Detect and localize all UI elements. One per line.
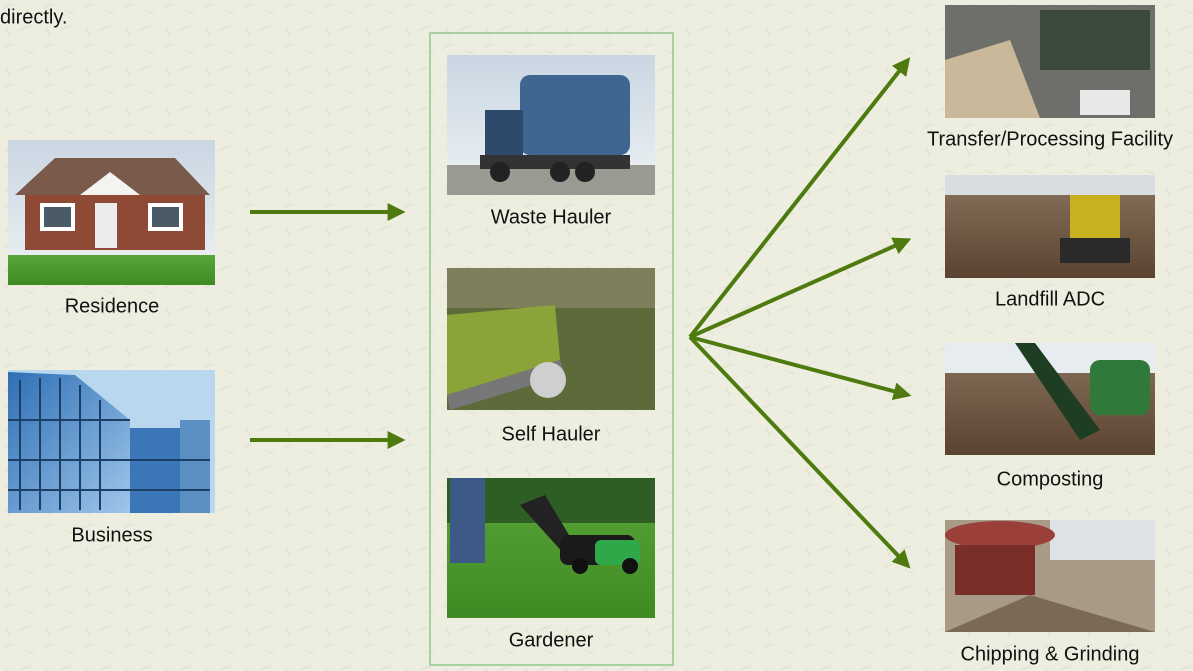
page: directly. Residence Business Waste Haule… — [0, 0, 1193, 671]
self-hauler-image — [447, 268, 655, 410]
gardener-image — [447, 478, 655, 618]
destination-label: Chipping & Grinding — [961, 643, 1140, 665]
composting-image — [945, 343, 1155, 455]
landfill-image — [945, 175, 1155, 278]
destination-label: Composting — [997, 468, 1104, 490]
chipping-image — [945, 520, 1155, 632]
transfer-facility-image — [945, 5, 1155, 118]
diagram: directly. Residence Business Waste Haule… — [0, 0, 1193, 671]
residence-image — [8, 140, 215, 285]
hauler-label: Gardener — [509, 629, 594, 651]
business-image — [8, 370, 215, 513]
source-label: Business — [71, 524, 152, 546]
source-label: Residence — [65, 295, 160, 317]
waste-hauler-image — [447, 55, 655, 195]
hauler-label: Waste Hauler — [491, 206, 612, 228]
hauler-label: Self Hauler — [502, 423, 601, 445]
intro-text: directly. — [0, 6, 67, 28]
destination-label: Landfill ADC — [995, 288, 1105, 310]
destination-label: Transfer/Processing Facility — [927, 128, 1173, 150]
